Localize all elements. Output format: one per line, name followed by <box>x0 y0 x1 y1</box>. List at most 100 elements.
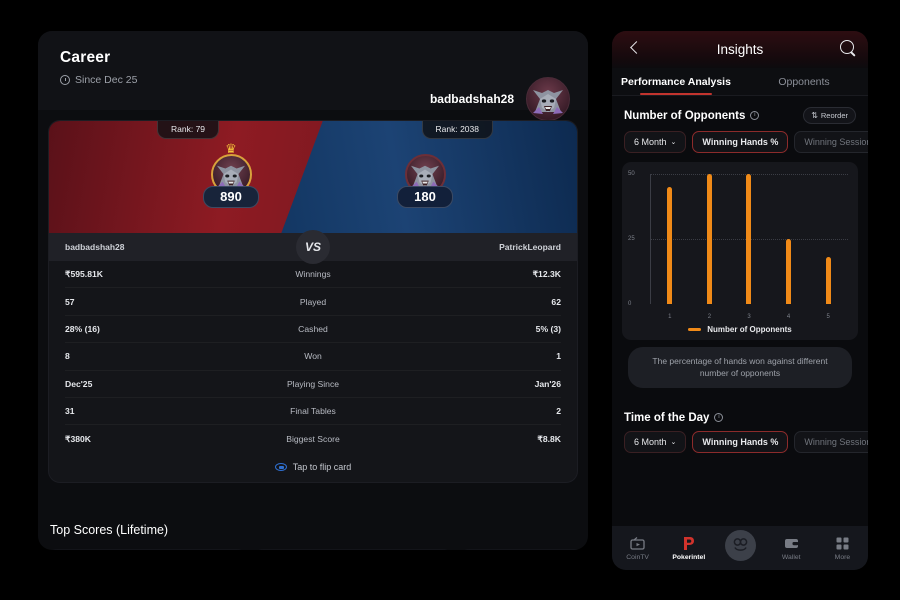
tab-performance-analysis[interactable]: Performance Analysis <box>612 68 740 95</box>
wolf-avatar-icon[interactable] <box>526 77 570 121</box>
x-tick-label: 5 <box>826 314 830 320</box>
cell-left: 31 <box>65 406 75 417</box>
cell-label: Played <box>299 296 327 307</box>
player-right: 180 <box>390 145 460 208</box>
cell-right: Jan'26 <box>534 378 561 389</box>
score-left: 890 <box>203 186 259 208</box>
poker-p-icon <box>682 535 695 551</box>
nav-item-cointv[interactable]: CoinTV <box>612 535 663 561</box>
cell-right: 1 <box>556 351 561 362</box>
y-tick-label: 50 <box>628 171 635 177</box>
x-tick-label: 1 <box>668 314 672 320</box>
wallet-icon <box>784 535 799 551</box>
chip-winning-session[interactable]: Winning Session <box>794 430 868 453</box>
chevron-down-icon: ⌄ <box>670 438 677 446</box>
x-tick-label: 4 <box>786 314 791 320</box>
list-item[interactable]: Daily Hyper <box>460 549 588 550</box>
reorder-label: Reorder <box>820 111 848 120</box>
vs-badge: VS <box>296 230 330 264</box>
page-title: Career <box>60 49 111 66</box>
player-name-left: badbadshah28 <box>65 242 125 252</box>
filter-chips-time-of-day[interactable]: 6 Month ⌄ Winning Hands % Winning Sessio… <box>612 430 868 453</box>
bar <box>786 239 792 304</box>
cell-label: Winnings <box>295 269 331 280</box>
user-area[interactable]: badbadshah28 <box>430 77 570 121</box>
legend-label: Number of Opponents <box>707 325 792 334</box>
chip-winning-hands[interactable]: Winning Hands % <box>692 131 789 153</box>
cell-label: Cashed <box>298 323 328 334</box>
tab-opponents[interactable]: Opponents <box>778 75 830 88</box>
insights-title: Insights <box>716 42 764 57</box>
table-row: 31 Final Tables 2 <box>65 398 561 426</box>
cell-label: Final Tables <box>290 406 336 417</box>
vs-card[interactable]: Rank: 79 Rank: 2038 ♛ <box>48 120 578 483</box>
vs-split-banner: Rank: 79 Rank: 2038 ♛ <box>49 121 577 233</box>
chip-period-label: 6 Month <box>634 436 667 447</box>
chart-plot-area: 50 25 0 1 2 3 4 5 <box>628 170 852 322</box>
search-icon[interactable] <box>840 40 854 54</box>
cell-label: Won <box>304 351 322 362</box>
cell-right: ₹8.8K <box>537 433 561 444</box>
cell-label: Playing Since <box>286 378 340 389</box>
info-icon[interactable]: i <box>750 111 760 120</box>
reorder-button[interactable]: ⇅ Reorder <box>803 107 856 124</box>
chip-winning-hands[interactable]: Winning Hands % <box>692 430 789 453</box>
back-chevron-icon[interactable] <box>630 41 643 54</box>
flip-card-icon <box>274 463 287 472</box>
nav-item-home-logo[interactable] <box>714 530 765 566</box>
wolf-glyph <box>533 89 563 114</box>
nav-item-more[interactable]: More <box>817 535 868 561</box>
insights-tabs[interactable]: Performance Analysis Opponents <box>612 68 868 96</box>
table-row: 57 Played 62 <box>65 288 561 316</box>
tv-glyph <box>630 536 645 550</box>
cell-left: Dec'25 <box>65 378 93 389</box>
section-header-time-of-day: Time of the Day i <box>612 401 868 431</box>
table-row: Dec'25 Playing Since Jan'26 <box>65 371 561 398</box>
nav-label: More <box>834 554 851 561</box>
flip-card-button[interactable]: Tap to flip card <box>49 453 577 482</box>
chip-period[interactable]: 6 Month ⌄ <box>624 131 687 153</box>
filter-chips-opponents[interactable]: 6 Month ⌄ Winning Hands % Winning Sessio… <box>612 131 868 153</box>
wallet-glyph <box>784 539 799 548</box>
list-item[interactable]: Tuesday Main Event (Final Event) <box>254 549 452 550</box>
cell-left: ₹595.81K <box>65 268 103 279</box>
x-tick-label: 3 <box>747 314 751 320</box>
player-names-row: badbadshah28 VS PatrickLeopard <box>49 230 577 264</box>
nav-label: Wallet <box>781 554 801 561</box>
nav-item-wallet[interactable]: Wallet <box>766 535 817 561</box>
y-tick-label: 0 <box>628 301 632 307</box>
rank-badge-left: Rank: 79 <box>157 121 220 139</box>
bar <box>667 187 673 304</box>
cell-left: ₹380K <box>65 433 92 444</box>
chip-period[interactable]: 6 Month ⌄ <box>624 430 687 453</box>
x-tick-labels: 1 2 3 4 5 <box>650 314 848 320</box>
nav-label: Pokerintel <box>672 554 706 561</box>
reorder-icon: ⇅ <box>811 110 818 120</box>
table-row: ₹380K Biggest Score ₹8.8K <box>65 425 561 452</box>
info-icon[interactable]: i <box>714 413 724 423</box>
grid-glyph <box>836 537 849 549</box>
grid-icon <box>836 535 849 551</box>
chip-winning-session[interactable]: Winning Session <box>794 131 868 153</box>
cell-left: 28% (16) <box>65 323 100 334</box>
rank-badge-right: Rank: 2038 <box>421 121 493 139</box>
top-scores-list[interactable]: CoinMasters Asia - Tuesday Main E... Tue… <box>48 549 588 550</box>
tv-icon <box>630 535 645 551</box>
score-right: 180 <box>397 186 453 208</box>
career-header: Career Since Dec 25 badbadshah28 <box>38 31 588 121</box>
list-item[interactable]: CoinMasters Asia - Tuesday Main E... <box>48 549 246 550</box>
table-row: ₹595.81K Winnings ₹12.3K <box>65 261 561 289</box>
top-scores-title-bold: Top Scores <box>50 523 113 537</box>
chart-legend: Number of Opponents <box>628 322 852 336</box>
insights-header: Insights <box>612 31 868 68</box>
career-panel: Career Since Dec 25 badbadshah28 <box>38 31 588 550</box>
x-tick-label: 2 <box>707 314 712 320</box>
bottom-navigation[interactable]: CoinTV Pokerintel <box>612 526 868 570</box>
stats-table: ₹595.81K Winnings ₹12.3K 57 Played 62 28… <box>49 261 577 453</box>
nav-item-pokerintel[interactable]: Pokerintel <box>663 535 714 561</box>
crown-icon: ♛ <box>225 141 237 156</box>
logo-icon <box>724 530 756 561</box>
cell-right: ₹12.3K <box>532 268 561 279</box>
bar <box>746 174 752 304</box>
